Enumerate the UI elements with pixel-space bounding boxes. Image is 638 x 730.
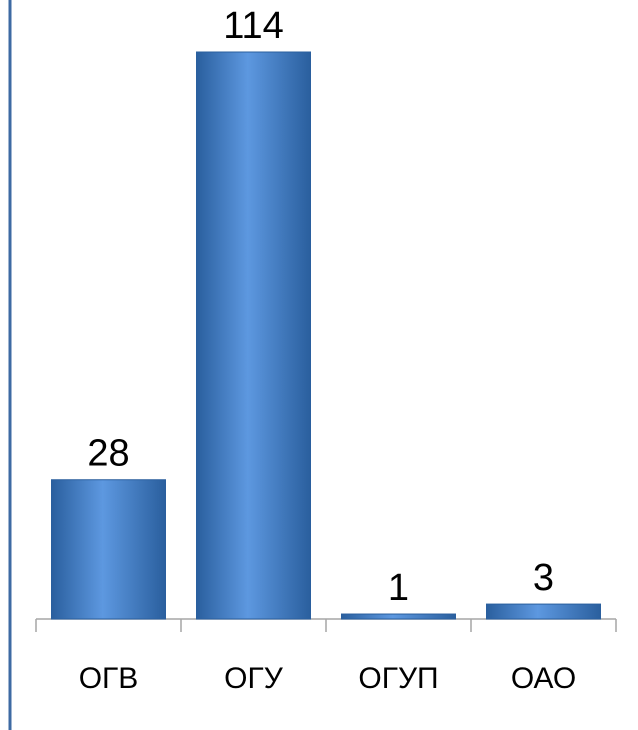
bar-3 xyxy=(341,613,456,620)
category-label: ОГВ xyxy=(79,662,139,695)
data-labels: 28 114 1 3 xyxy=(87,5,554,609)
data-label: 3 xyxy=(533,557,554,599)
category-labels: ОГВ ОГУ ОГУП ОАО xyxy=(79,662,576,695)
bar-1 xyxy=(51,479,166,620)
bar-2 xyxy=(196,51,311,620)
bars xyxy=(51,51,601,620)
category-label: ОАО xyxy=(511,662,576,695)
data-label: 28 xyxy=(87,433,129,475)
data-label: 1 xyxy=(388,567,409,609)
x-axis-ticks xyxy=(35,619,617,632)
bar-4 xyxy=(486,603,601,620)
category-label: ОГУ xyxy=(224,662,284,695)
category-label: ОГУП xyxy=(358,662,438,695)
data-label: 114 xyxy=(223,5,284,47)
